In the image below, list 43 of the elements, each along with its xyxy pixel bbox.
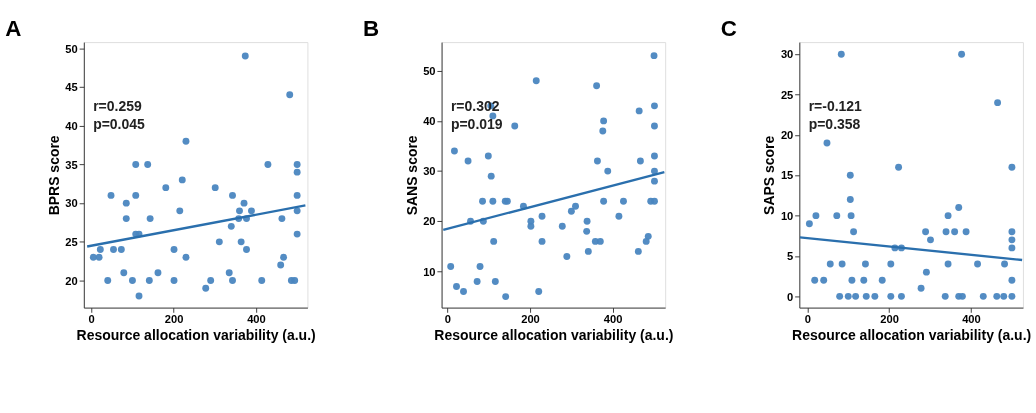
x-tick-label: 0	[804, 313, 811, 326]
x-axis-title: Resource allocation variability (a.u.)	[76, 326, 316, 343]
chart-title: A	[5, 15, 22, 41]
y-tick-label: 25	[65, 236, 78, 249]
y-tick-label: 30	[65, 197, 78, 210]
y-tick-label: 50	[65, 42, 78, 55]
chart-title: B	[363, 15, 380, 41]
y-tick-label: 40	[65, 119, 78, 132]
x-tick-label: 400	[247, 313, 266, 326]
chart-title: C	[720, 15, 737, 41]
annotation: p=0.019	[450, 115, 503, 132]
y-tick-label: 5	[787, 250, 794, 263]
annotation: r=0.302	[450, 98, 500, 115]
y-tick-label: 50	[423, 64, 436, 77]
x-tick-label: 200	[521, 313, 540, 326]
y-tick-label: 0	[787, 290, 794, 303]
y-axis-title: SAPS score	[761, 135, 778, 215]
y-tick-label: 15	[780, 169, 794, 182]
x-tick-label: 0	[444, 313, 451, 326]
y-tick-label: 30	[423, 165, 436, 178]
x-tick-label: 200	[880, 313, 899, 326]
y-tick-label: 40	[423, 115, 436, 128]
x-tick-label: 400	[603, 313, 623, 326]
y-tick-label: 45	[65, 81, 78, 94]
annotation: r=0.259	[93, 98, 142, 115]
y-tick-label: 20	[780, 129, 794, 142]
x-tick-label: 400	[962, 313, 981, 326]
y-tick-label: 10	[780, 209, 794, 222]
annotation: r=-0.121	[808, 98, 863, 115]
y-tick-label: 25	[780, 88, 794, 101]
y-tick-label: 35	[65, 158, 78, 171]
x-axis-title: Resource allocation variability (a.u.)	[434, 326, 674, 343]
y-tick-label: 30	[780, 48, 794, 61]
annotation: p=0.045	[93, 115, 146, 132]
x-axis-title: Resource allocation variability (a.u.)	[792, 326, 1032, 343]
y-axis-title: SANS score	[403, 135, 420, 216]
x-tick-label: 200	[164, 313, 184, 326]
y-tick-label: 20	[65, 274, 78, 287]
x-tick-label: 0	[88, 313, 95, 326]
y-axis-title: BPRS score	[45, 135, 62, 216]
y-tick-label: 10	[423, 265, 436, 278]
annotation: p=0.358	[808, 115, 861, 132]
y-tick-label: 20	[423, 215, 436, 228]
